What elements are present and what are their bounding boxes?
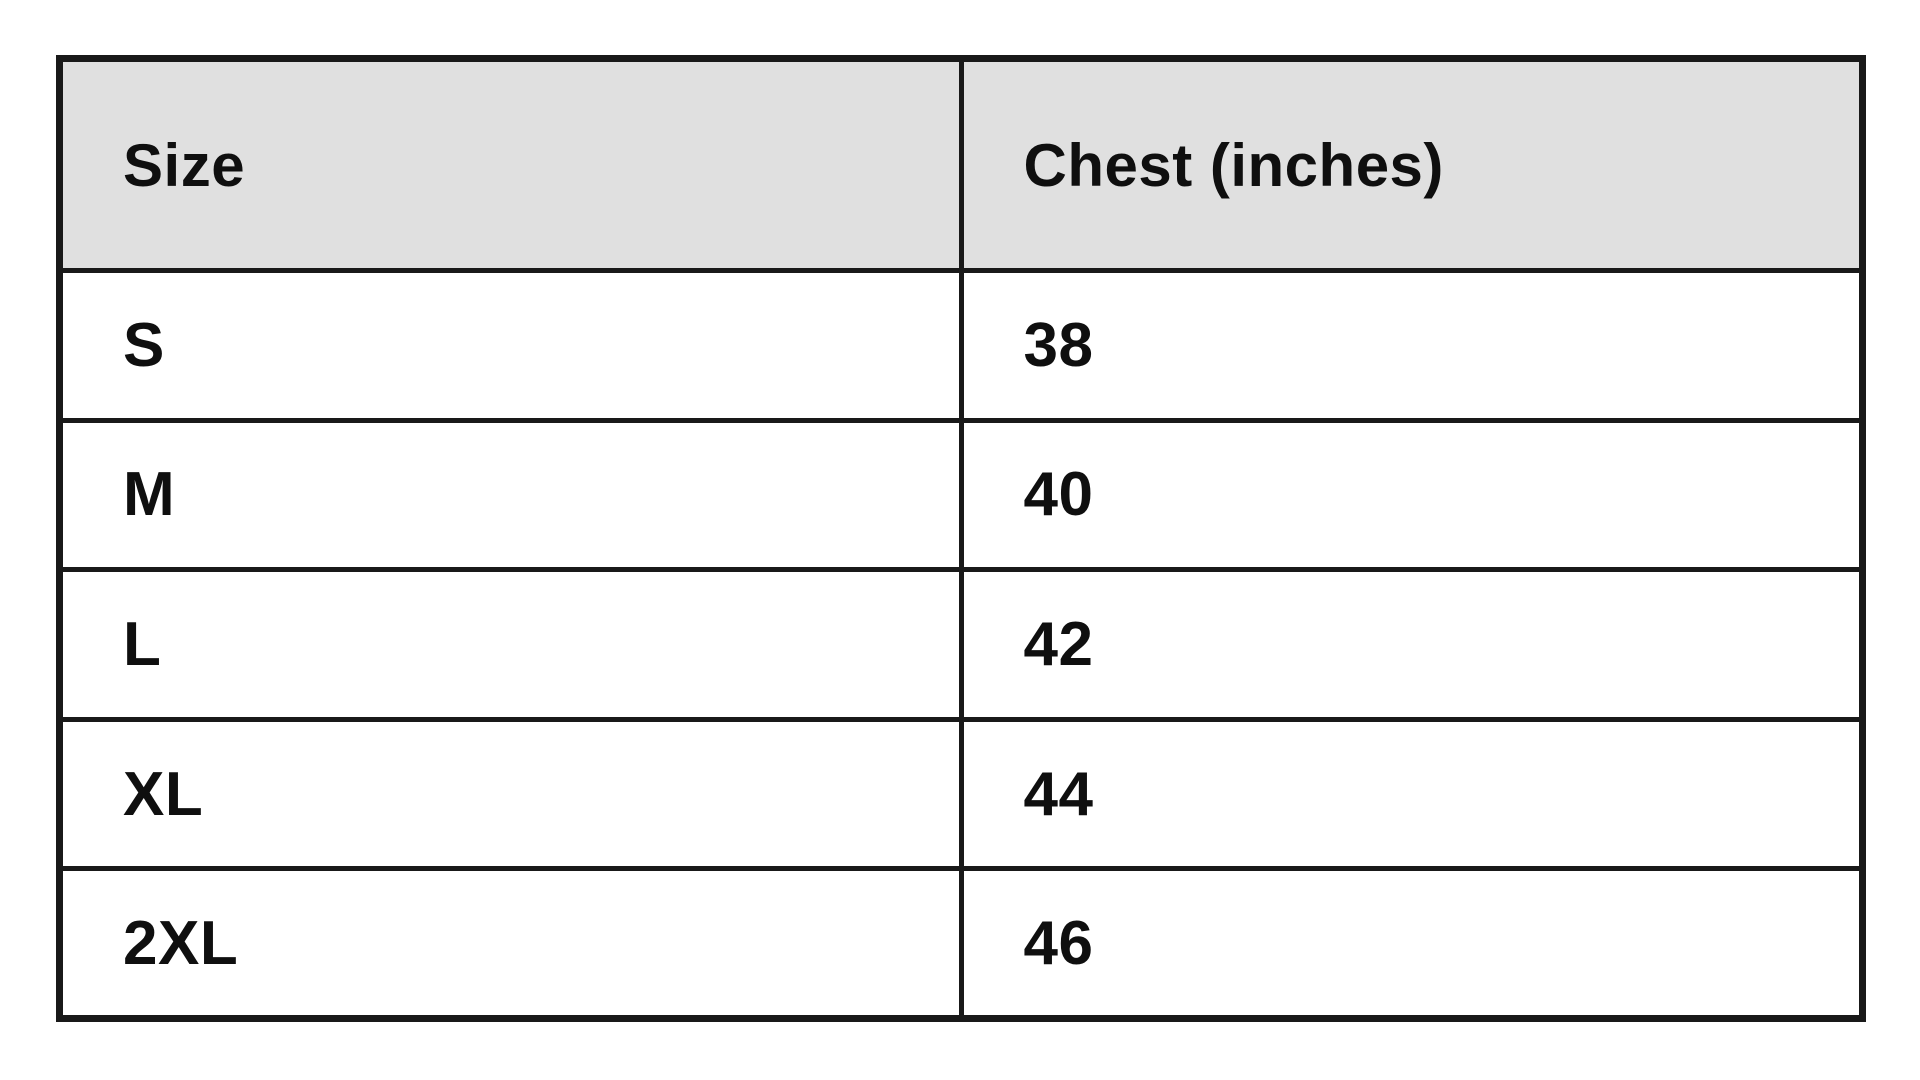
table-cell-chest: 40: [958, 417, 1865, 573]
table-cell-size: 2XL: [57, 866, 964, 1021]
table-row: 2XL 46: [57, 866, 1865, 1021]
table-cell-size: XL: [57, 716, 964, 872]
size-chart-table: Size Chest (inches) S 38 M 40 L 42 XL 44: [56, 55, 1866, 1022]
column-header-size: Size: [57, 56, 964, 273]
table-row: L 42: [57, 567, 1865, 722]
table-row: XL 44: [57, 716, 1865, 872]
table-body: S 38 M 40 L 42 XL 44 2XL 46: [57, 268, 1865, 1021]
table-header: Size Chest (inches): [57, 56, 1865, 273]
size-chart: Size Chest (inches) S 38 M 40 L 42 XL 44: [56, 55, 1866, 1022]
table-cell-size: L: [57, 567, 964, 722]
table-cell-size: M: [57, 417, 964, 573]
table-row: S 38: [57, 268, 1865, 423]
table-cell-size: S: [57, 268, 964, 423]
table-cell-chest: 46: [958, 866, 1865, 1021]
table-cell-chest: 44: [958, 716, 1865, 872]
table-row: M 40: [57, 417, 1865, 573]
table-cell-chest: 38: [958, 268, 1865, 423]
table-cell-chest: 42: [958, 567, 1865, 722]
header-row: Size Chest (inches): [57, 56, 1865, 273]
column-header-chest: Chest (inches): [958, 56, 1865, 273]
